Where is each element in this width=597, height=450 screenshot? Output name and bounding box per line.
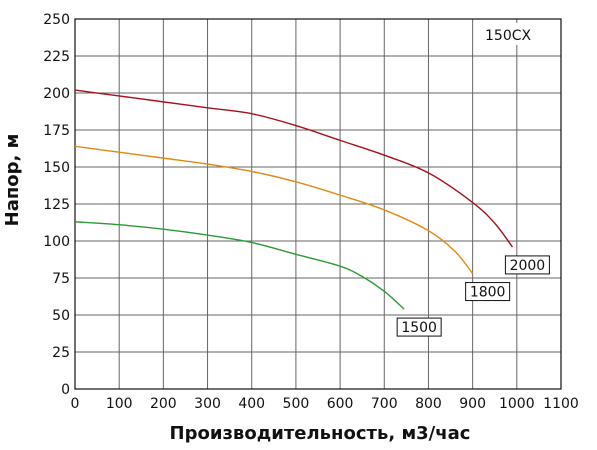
y-tick-label: 25	[52, 345, 70, 361]
plot-frame	[74, 18, 562, 390]
x-tick-label: 600	[327, 396, 354, 412]
y-tick-label: 50	[52, 308, 70, 324]
y-tick-labels: 0 25 50 75 100 125 150 175 200 225 250	[43, 12, 70, 398]
x-tick-label: 200	[150, 396, 177, 412]
x-tick-label: 0	[71, 396, 80, 412]
series-line-1500	[74, 221, 405, 310]
x-axis-title: Производительность, м3/час	[170, 423, 471, 444]
series-group	[74, 89, 513, 310]
y-tick-label: 0	[61, 382, 70, 398]
x-tick-label: 1000	[499, 396, 535, 412]
y-tick-label: 100	[43, 234, 70, 250]
x-tick-label: 900	[459, 396, 486, 412]
x-tick-label: 300	[194, 396, 221, 412]
grid	[74, 18, 562, 390]
series-line-1800	[74, 145, 474, 274]
y-tick-label: 200	[43, 86, 70, 102]
model-label-box	[480, 23, 550, 45]
x-tick-label: 1100	[543, 396, 579, 412]
series-line-2000	[74, 89, 513, 248]
x-tick-labels: 0 100 200 300 400 500 600 700 800 900 1000 1100	[71, 396, 579, 412]
curve-label-box-2000	[504, 255, 550, 275]
y-tick-label: 150	[43, 160, 70, 176]
curve-label-box-1800	[465, 282, 511, 302]
curve-label-box-1500	[396, 317, 442, 337]
y-axis-title: Напор, м	[2, 134, 23, 227]
curve-label-1800: 1800	[470, 285, 506, 301]
x-tick-label: 800	[415, 396, 442, 412]
x-tick-label: 100	[106, 396, 133, 412]
model-label: 150CX	[485, 28, 531, 44]
curve-label-1500: 1500	[401, 320, 437, 336]
curve-label-2000: 2000	[510, 258, 546, 274]
y-tick-label: 250	[43, 12, 70, 28]
y-tick-label: 225	[43, 49, 70, 65]
y-tick-label: 125	[43, 197, 70, 213]
x-tick-label: 500	[283, 396, 310, 412]
y-tick-label: 175	[43, 123, 70, 139]
x-tick-label: 400	[238, 396, 265, 412]
x-tick-label: 700	[371, 396, 398, 412]
y-tick-label: 75	[52, 271, 70, 287]
